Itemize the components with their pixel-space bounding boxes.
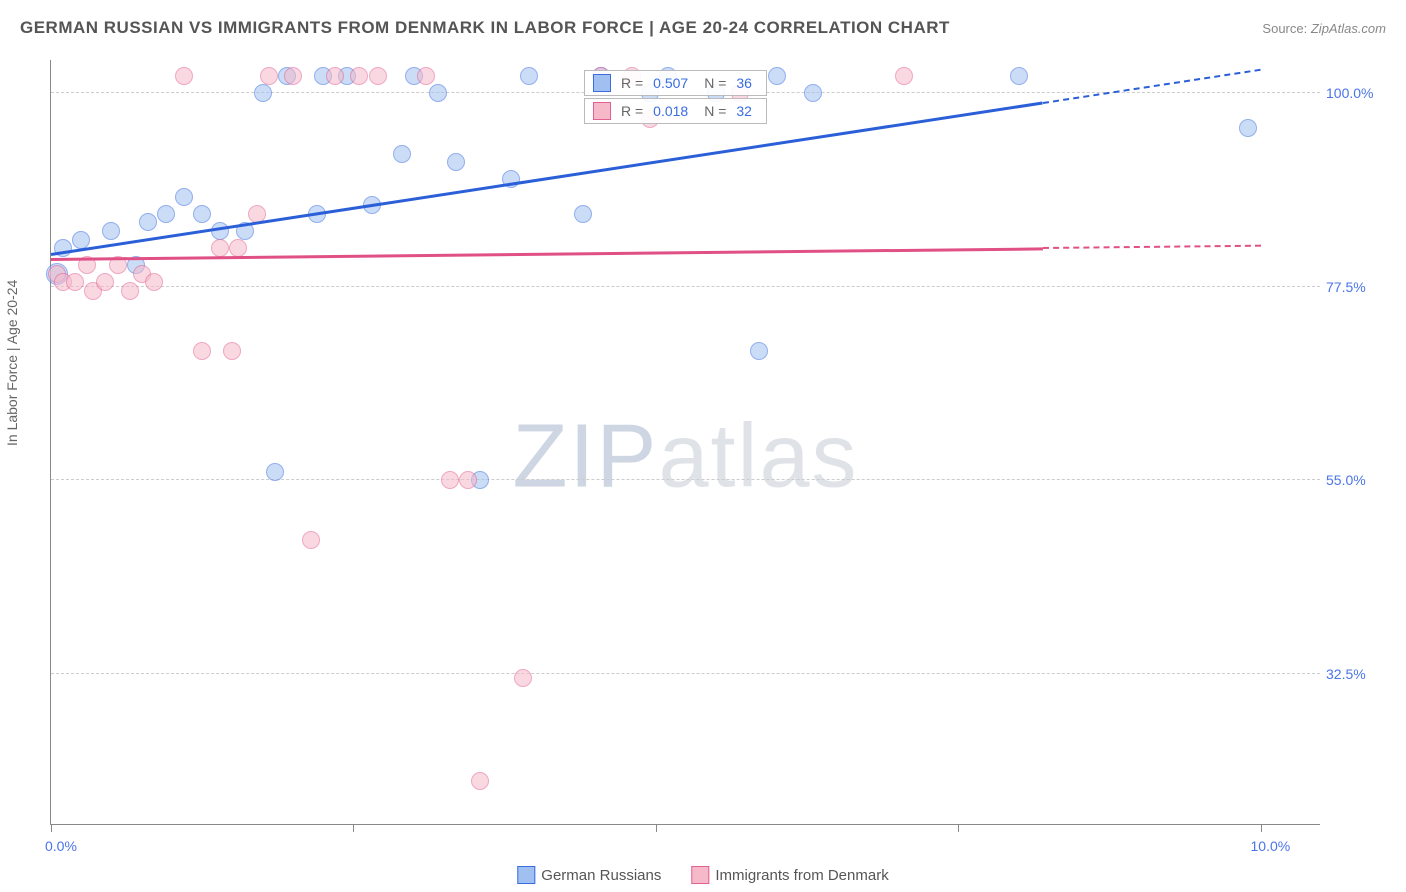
- x-tick: [51, 824, 52, 832]
- x-tick-label: 10.0%: [1251, 838, 1291, 854]
- data-point: [393, 145, 411, 163]
- data-point: [514, 669, 532, 687]
- source: Source: ZipAtlas.com: [1262, 21, 1386, 36]
- data-point: [175, 67, 193, 85]
- data-point: [459, 471, 477, 489]
- chart-title: GERMAN RUSSIAN VS IMMIGRANTS FROM DENMAR…: [20, 18, 950, 38]
- x-tick: [353, 824, 354, 832]
- legend-item-german-russians: German Russians: [517, 866, 661, 884]
- data-point: [574, 205, 592, 223]
- y-tick-label: 32.5%: [1326, 666, 1386, 682]
- x-tick: [958, 824, 959, 832]
- trend-line: [51, 102, 1043, 256]
- correlation-stat-row: R =0.507N =36: [584, 70, 767, 96]
- source-value: ZipAtlas.com: [1311, 21, 1386, 36]
- data-point: [429, 84, 447, 102]
- scatter-plot: ZIPatlas 32.5%55.0%77.5%100.0%0.0%10.0%R…: [50, 60, 1320, 825]
- data-point: [768, 67, 786, 85]
- trend-line: [51, 247, 1043, 260]
- data-point: [139, 213, 157, 231]
- data-point: [102, 222, 120, 240]
- gridline: [51, 286, 1320, 287]
- y-axis-label: In Labor Force | Age 20-24: [4, 280, 20, 446]
- y-tick-label: 55.0%: [1326, 472, 1386, 488]
- legend: German Russians Immigrants from Denmark: [517, 866, 888, 884]
- data-point: [750, 342, 768, 360]
- legend-item-immigrants-denmark: Immigrants from Denmark: [691, 866, 888, 884]
- data-point: [260, 67, 278, 85]
- data-point: [441, 471, 459, 489]
- data-point: [96, 273, 114, 291]
- data-point: [369, 67, 387, 85]
- watermark: ZIPatlas: [512, 406, 858, 509]
- data-point: [447, 153, 465, 171]
- data-point: [1239, 119, 1257, 137]
- gridline: [51, 479, 1320, 480]
- x-tick: [656, 824, 657, 832]
- data-point: [1010, 67, 1028, 85]
- data-point: [284, 67, 302, 85]
- data-point: [211, 222, 229, 240]
- y-tick-label: 77.5%: [1326, 279, 1386, 295]
- data-point: [350, 67, 368, 85]
- correlation-stat-row: R =0.018N =32: [584, 98, 767, 124]
- data-point: [193, 342, 211, 360]
- data-point: [417, 67, 435, 85]
- source-label: Source:: [1262, 21, 1307, 36]
- data-point: [266, 463, 284, 481]
- gridline: [51, 673, 1320, 674]
- trend-line: [1043, 69, 1261, 104]
- x-tick-label: 0.0%: [45, 838, 77, 854]
- data-point: [223, 342, 241, 360]
- data-point: [302, 531, 320, 549]
- data-point: [145, 273, 163, 291]
- trend-line: [1043, 245, 1261, 249]
- data-point: [520, 67, 538, 85]
- data-point: [175, 188, 193, 206]
- data-point: [229, 239, 247, 257]
- data-point: [804, 84, 822, 102]
- data-point: [895, 67, 913, 85]
- data-point: [66, 273, 84, 291]
- data-point: [72, 231, 90, 249]
- data-point: [193, 205, 211, 223]
- data-point: [211, 239, 229, 257]
- data-point: [471, 772, 489, 790]
- data-point: [121, 282, 139, 300]
- x-tick: [1261, 824, 1262, 832]
- data-point: [254, 84, 272, 102]
- data-point: [326, 67, 344, 85]
- y-tick-label: 100.0%: [1326, 85, 1386, 101]
- data-point: [157, 205, 175, 223]
